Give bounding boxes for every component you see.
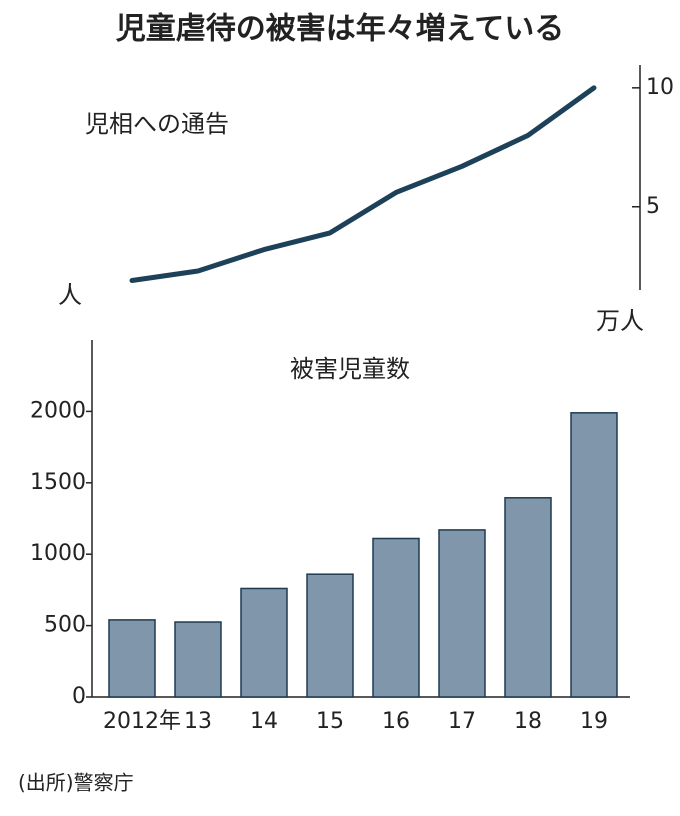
x-tick-label: 18 [514,709,542,734]
x-tick-label: 16 [382,709,410,734]
bar [174,621,222,698]
x-tick-label: 2012年 [103,709,181,734]
bar [504,497,552,698]
source: (出所)警察庁 [18,771,134,795]
subtitle: 児相への通告 [85,110,229,138]
x-tick-label: 13 [184,709,212,734]
bar [438,529,486,698]
x-tick-label: 14 [250,709,278,734]
x-tick-label: 15 [316,709,344,734]
subtitle: 被害児童数 [290,355,410,383]
bar [306,573,354,698]
y-tick-label: 5 [646,194,660,219]
unit-label: 人 [58,281,82,309]
bar [240,587,288,698]
bar [108,619,156,698]
line [129,85,597,283]
bar [570,412,618,698]
y-tick-label: 1000 [30,541,86,566]
chart-title: 児童虐待の被害は年々増えている [116,12,565,47]
y-tick-label: 10 [646,75,674,100]
bar [372,537,420,698]
x-tick-label: 19 [580,709,608,734]
y-tick-label: 2000 [30,398,86,423]
x-tick-label: 17 [448,709,476,734]
y-tick-label: 0 [72,684,86,709]
y-tick-label: 500 [44,613,86,638]
unit-label: 万人 [596,307,644,335]
y-tick-label: 1500 [30,470,86,495]
